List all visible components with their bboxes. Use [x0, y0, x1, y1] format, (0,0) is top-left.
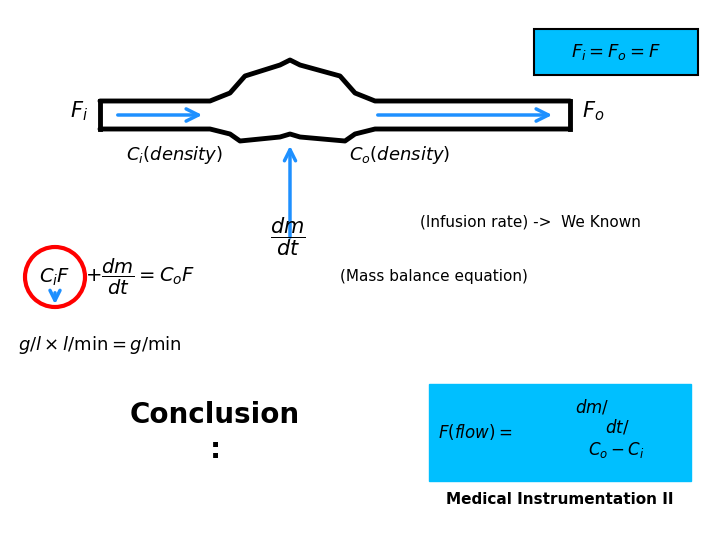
FancyBboxPatch shape — [429, 384, 691, 481]
Text: $\dfrac{dm}{dt}$: $\dfrac{dm}{dt}$ — [270, 215, 306, 258]
Text: $F_i$: $F_i$ — [70, 99, 88, 123]
FancyBboxPatch shape — [534, 29, 698, 75]
Text: $F_o$: $F_o$ — [582, 99, 604, 123]
Text: $g / l \times l / \min = g / \min$: $g / l \times l / \min = g / \min$ — [18, 334, 181, 356]
Text: Medical Instrumentation II: Medical Instrumentation II — [446, 492, 674, 508]
Text: $C_iF$: $C_iF$ — [40, 266, 71, 288]
Text: Conclusion: Conclusion — [130, 401, 300, 429]
Text: (Mass balance equation): (Mass balance equation) — [340, 269, 528, 285]
Text: $F(flow) =$: $F(flow) =$ — [438, 422, 512, 442]
Text: $C_o(density)$: $C_o(density)$ — [349, 144, 451, 166]
Text: $dm/$: $dm/$ — [575, 397, 609, 416]
Text: (Infusion rate) ->  We Known: (Infusion rate) -> We Known — [420, 214, 641, 230]
Text: $dt/$: $dt/$ — [605, 417, 630, 436]
Text: $+\dfrac{dm}{dt} = C_oF$: $+\dfrac{dm}{dt} = C_oF$ — [85, 257, 195, 297]
Text: $C_i(density)$: $C_i(density)$ — [127, 144, 223, 166]
Text: $C_o - C_i$: $C_o - C_i$ — [588, 440, 644, 460]
Text: :: : — [210, 436, 220, 464]
Text: $F_i = F_o = F$: $F_i = F_o = F$ — [571, 42, 661, 62]
